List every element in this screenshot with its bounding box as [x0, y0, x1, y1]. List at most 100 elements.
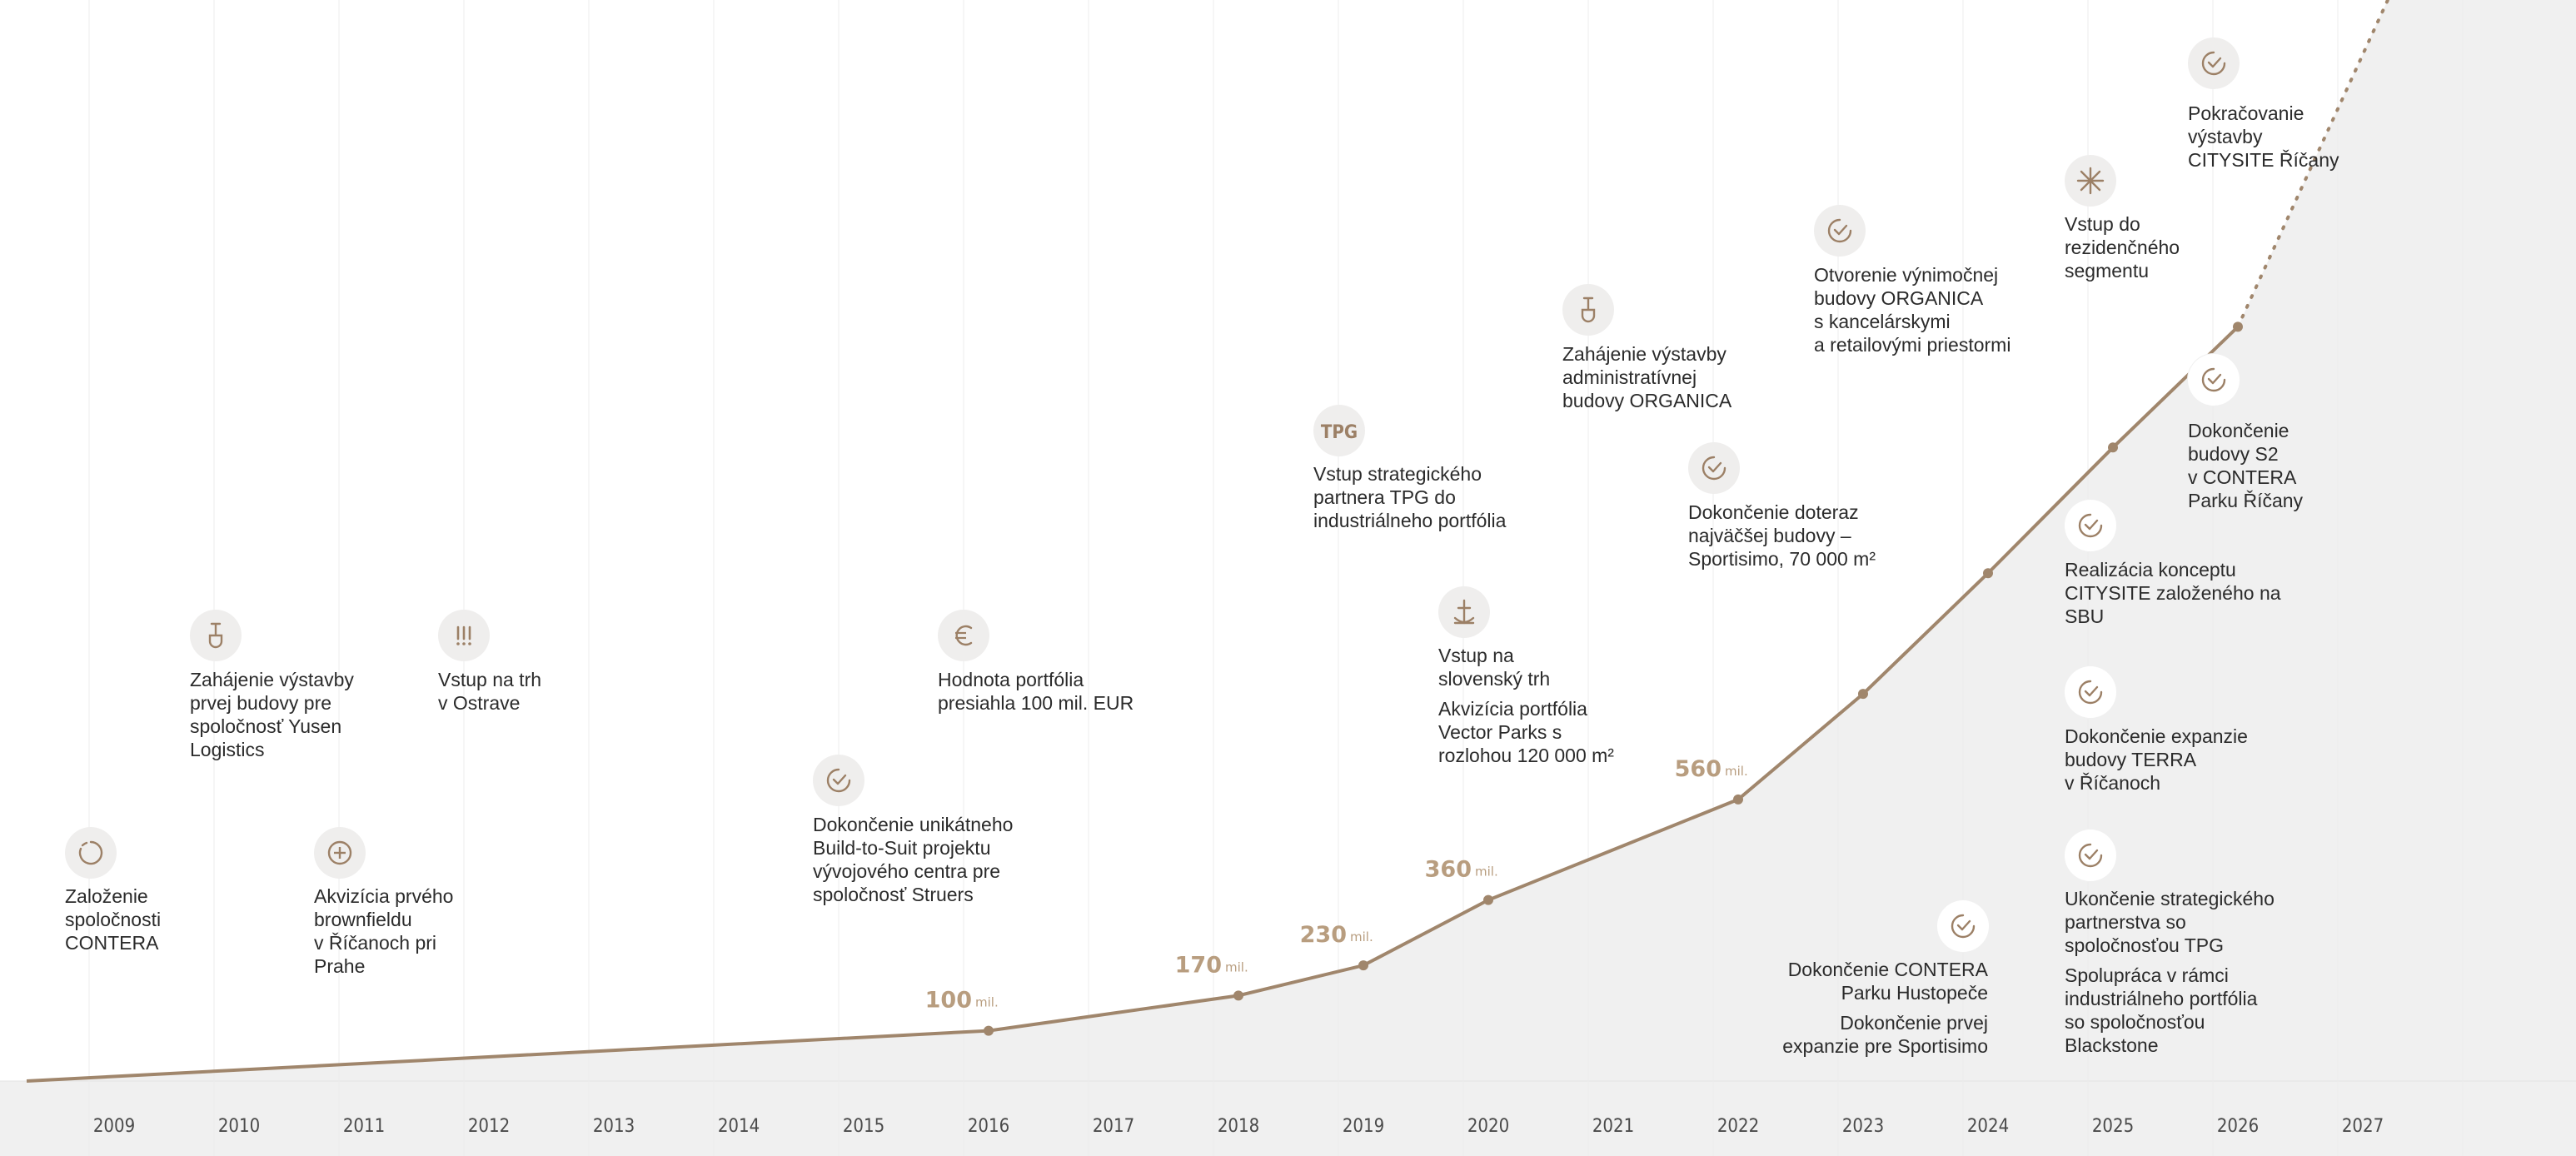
event-2009: Založenie spoločnosti CONTERA — [65, 884, 161, 954]
x-tick-label: 2019 — [1343, 1116, 1384, 1137]
x-tick-label: 2016 — [968, 1116, 1009, 1137]
x-tick-label: 2023 — [1842, 1116, 1884, 1137]
x-tick-label: 2015 — [843, 1116, 884, 1137]
event-2022: Dokončenie doteraz najväčšej budovy – Sp… — [1688, 501, 1876, 571]
event-text: Dokončenie unikátneho Build-to-Suit proj… — [813, 814, 1014, 905]
series-line-actual — [26, 325, 2240, 1083]
x-tick-label: 2011 — [343, 1116, 385, 1137]
check-icon — [2065, 830, 2116, 881]
x-tick-label: 2009 — [93, 1116, 135, 1137]
tpg-icon: TPG — [1313, 405, 1365, 456]
event-2025-terra: Dokončenie expanzie budovy TERRA v Říčan… — [2065, 725, 2248, 795]
data-label-value: 230 — [1300, 922, 1347, 948]
event-text: Zahájenie výstavby prvej budovy pre spol… — [190, 669, 354, 760]
shovel-icon — [1562, 284, 1614, 336]
euro-icon — [938, 610, 989, 661]
event-2023: Otvorenie výnimočnej budovy ORGANICA s k… — [1814, 263, 2010, 356]
tpg-icon-text: TPG — [1321, 422, 1358, 443]
axis-band — [0, 1081, 2576, 1156]
data-label-value: 360 — [1425, 857, 1472, 883]
data-label-unit: mil. — [1725, 764, 1748, 779]
event-text: Vstup strategického partnera TPG do indu… — [1313, 463, 1507, 531]
event-2016: Hodnota portfólia presiahla 100 mil. EUR — [938, 668, 1134, 715]
event-2021: Zahájenie výstavby administratívnej budo… — [1562, 342, 1731, 412]
event-2025-citysite: Realizácia konceptu CITYSITE založeného … — [2065, 558, 2281, 628]
event-2012: Vstup na trh v Ostrave — [438, 668, 541, 715]
event-2011: Akvizícia prvého brownfieldu v Říčanoch … — [314, 884, 453, 978]
event-2010: Zahájenie výstavby prvej budovy pre spol… — [190, 668, 354, 761]
event-2020: Vstup na slovenský trh Akvizícia portfóli… — [1438, 644, 1614, 767]
data-label-unit: mil. — [1475, 865, 1498, 879]
data-label-value: 170 — [1175, 952, 1222, 978]
plus-circle-icon — [314, 827, 366, 879]
check-icon — [2188, 354, 2240, 406]
x-tick-label: 2018 — [1218, 1116, 1259, 1137]
x-tick-label: 2025 — [2092, 1116, 2134, 1137]
loading-ring-icon — [65, 827, 117, 879]
event-text: Dokončenie budovy S2 v CONTERA Parku Říč… — [2188, 420, 2304, 511]
check-icon — [1814, 205, 1866, 257]
event-text: Realizácia konceptu CITYSITE založeného … — [2065, 559, 2281, 627]
event-text: Dokončenie doteraz najväčšej budovy – Sp… — [1688, 501, 1876, 570]
x-tick-label: 2026 — [2217, 1116, 2259, 1137]
check-icon — [2065, 666, 2116, 718]
event-text-secondary: Dokončenie prvej expanzie pre Sportisimo — [1782, 1012, 1988, 1057]
event-text: Akvizícia prvého brownfieldu v Říčanoch … — [314, 885, 454, 977]
x-tick-label: 2024 — [1967, 1116, 2009, 1137]
event-text: Vstup do rezidenčného segmentu — [2065, 213, 2180, 282]
event-text: Založenie spoločnosti CONTERA — [65, 885, 162, 954]
check-icon — [2188, 37, 2240, 89]
exclamations-icon — [438, 610, 490, 661]
event-text: Pokračovanie výstavby CITYSITE Říčany — [2188, 102, 2339, 171]
event-2025-residential: Vstup do rezidenčného segmentu — [2065, 212, 2180, 282]
event-2025-tpg: Ukončenie strategického partnerstva so s… — [2065, 887, 2275, 1057]
data-point — [1483, 894, 1493, 905]
event-text: Dokončenie CONTERA Parku Hustopeče — [1787, 959, 1988, 1004]
event-2019: Vstup strategického partnera TPG do indu… — [1313, 462, 1506, 532]
x-tick-label: 2012 — [468, 1116, 510, 1137]
event-text: Vstup na slovenský trh — [1438, 645, 1551, 690]
event-2026-s2: Dokončenie budovy S2 v CONTERA Parku Říč… — [2188, 419, 2303, 512]
check-icon — [1688, 442, 1740, 494]
x-tick-label: 2020 — [1467, 1116, 1509, 1137]
data-point — [984, 1025, 994, 1036]
event-2015: Dokončenie unikátneho Build-to-Suit proj… — [813, 813, 1013, 906]
x-tick-label: 2022 — [1717, 1116, 1759, 1137]
x-tick-label: 2013 — [593, 1116, 635, 1137]
check-icon — [813, 755, 864, 806]
data-label-unit: mil. — [1225, 959, 1248, 974]
anchor-icon — [1438, 586, 1490, 638]
check-icon — [2065, 500, 2116, 551]
event-text: Dokončenie expanzie budovy TERRA v Říčan… — [2065, 725, 2248, 794]
data-label-unit: mil. — [1350, 929, 1373, 944]
event-text: Otvorenie výnimočnej budovy ORGANICA s k… — [1814, 264, 2011, 356]
x-tick-label: 2027 — [2342, 1116, 2384, 1137]
data-label-value: 560 — [1675, 756, 1721, 782]
event-text: Zahájenie výstavby administratívnej budo… — [1562, 343, 1732, 411]
data-point — [1858, 689, 1868, 700]
data-point — [1983, 568, 1993, 579]
shovel-icon — [190, 610, 242, 661]
x-tick-label: 2014 — [718, 1116, 760, 1137]
snowflake-icon — [2065, 155, 2116, 207]
event-2024: Dokončenie CONTERA Parku Hustopeče Dokonč… — [1782, 958, 1988, 1058]
x-tick-label: 2021 — [1592, 1116, 1634, 1137]
data-point — [1358, 960, 1368, 971]
data-label-value: 100 — [925, 988, 972, 1014]
event-text: Hodnota portfólia presiahla 100 mil. EUR — [938, 669, 1134, 714]
x-tick-label: 2017 — [1093, 1116, 1134, 1137]
data-point — [2108, 442, 2118, 453]
event-text-secondary: Spolupráca v rámci industriálneho portfó… — [2065, 964, 2258, 1056]
event-text: Vstup na trh v Ostrave — [438, 669, 542, 714]
data-point — [2233, 321, 2243, 332]
data-point — [1733, 794, 1743, 805]
check-icon — [1937, 900, 1989, 952]
x-tick-label: 2010 — [218, 1116, 260, 1137]
data-point — [1233, 990, 1243, 1001]
data-label-unit: mil. — [975, 995, 999, 1010]
event-text: Ukončenie strategického partnerstva so s… — [2065, 888, 2275, 956]
event-2026-citysite: Pokračovanie výstavby CITYSITE Říčany — [2188, 102, 2339, 172]
event-text-secondary: Akvizícia portfólia Vector Parks s rozlo… — [1438, 698, 1614, 766]
